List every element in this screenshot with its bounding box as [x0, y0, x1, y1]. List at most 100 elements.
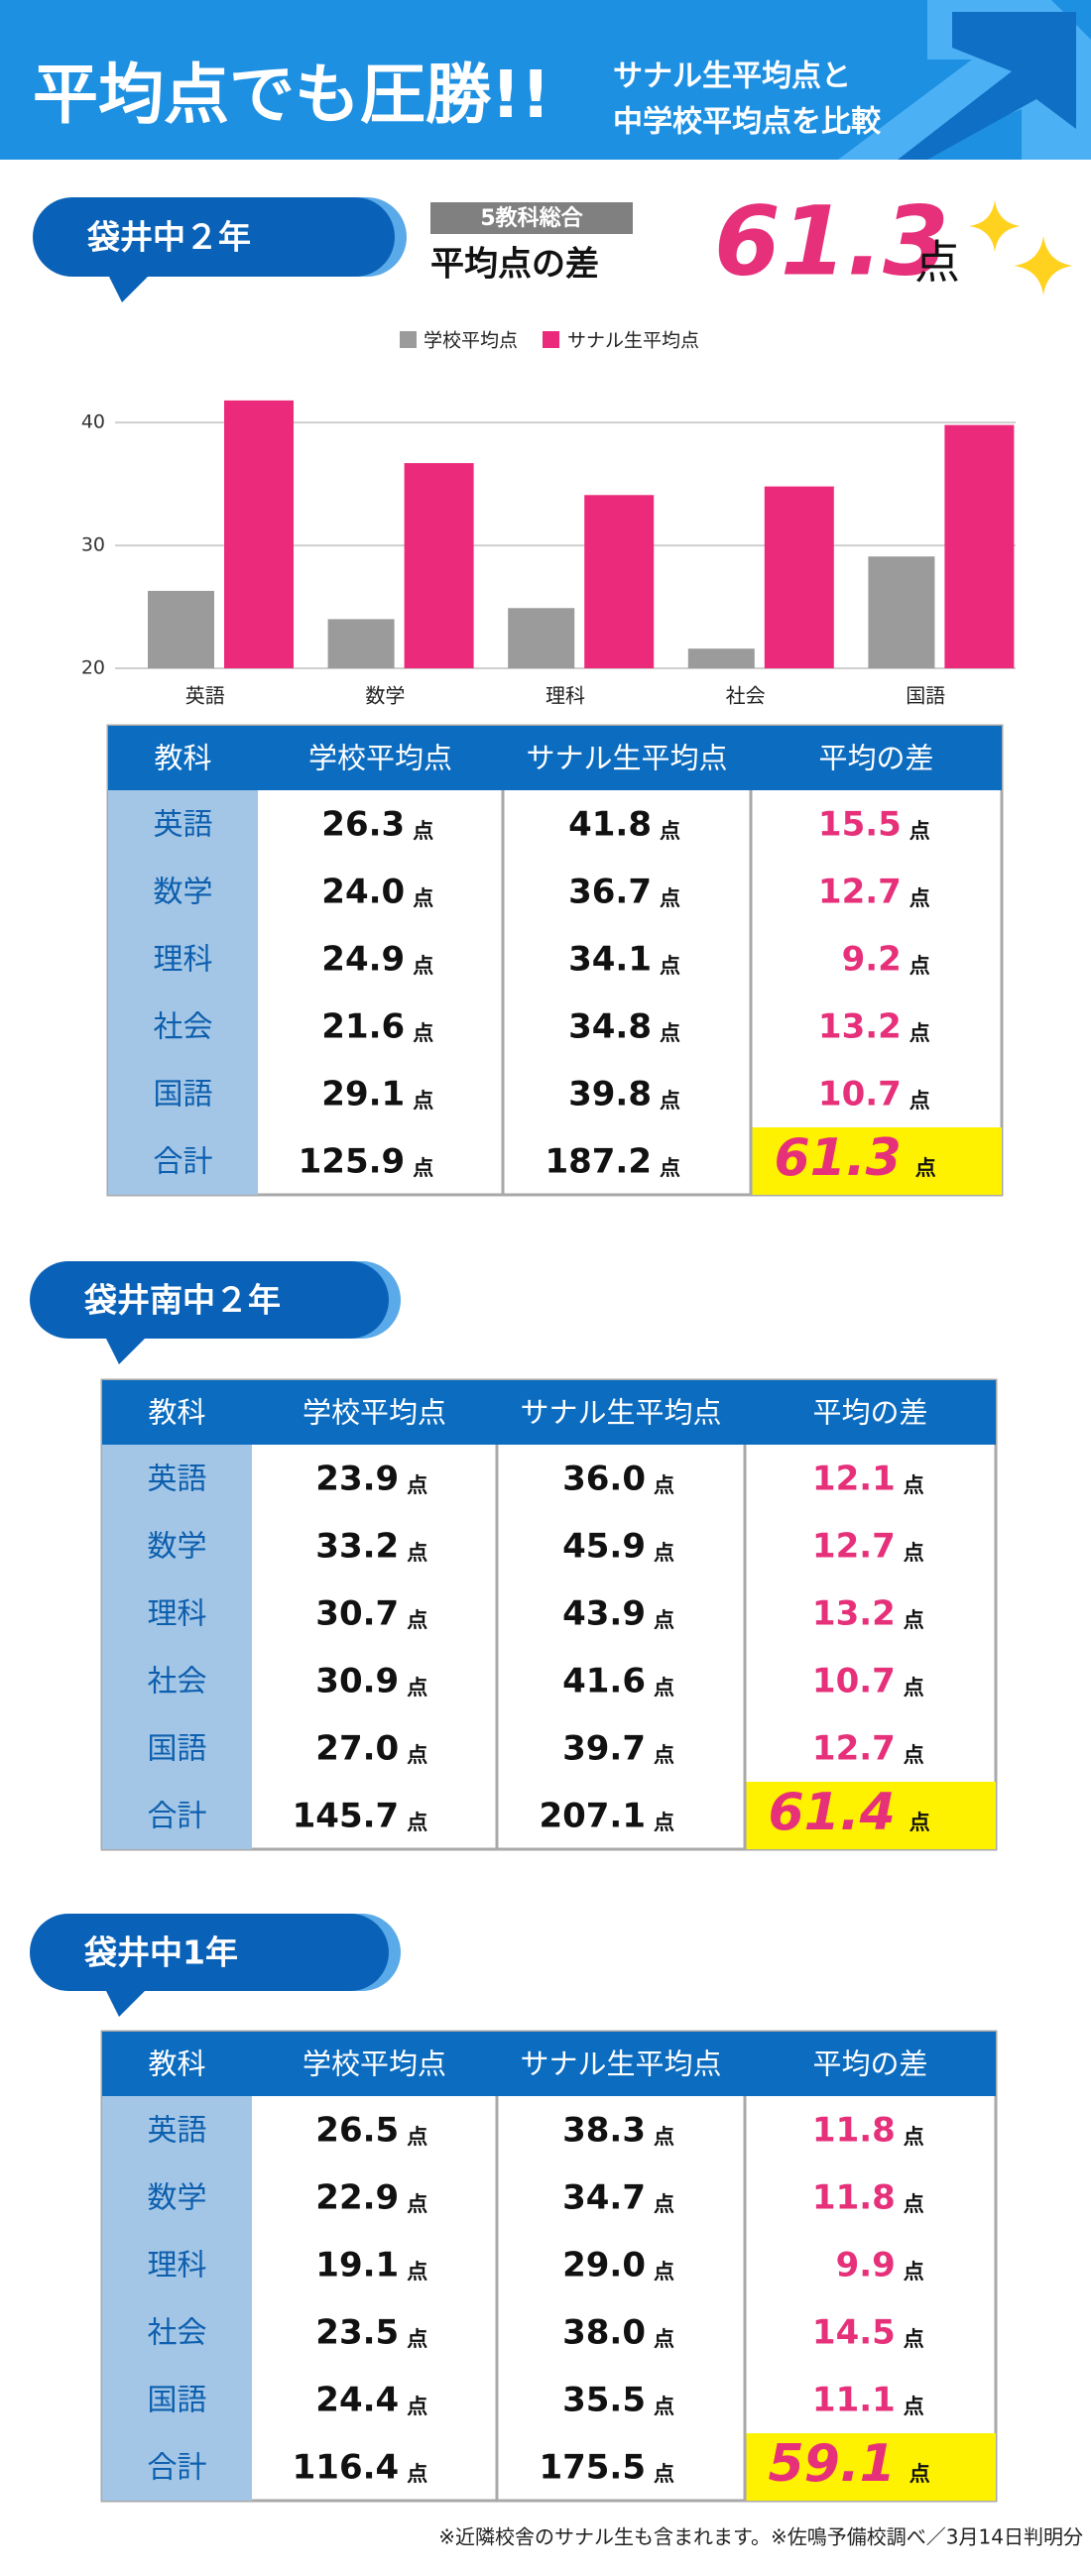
unit-label: 点	[904, 1676, 924, 1699]
header-arrow-front	[898, 12, 1076, 160]
value-cell: 35.5	[562, 2381, 646, 2420]
value-cell: 30.9	[315, 1662, 399, 1701]
subject-cell: 英語	[148, 2114, 207, 2149]
value-cell: 207.1	[539, 1797, 646, 1836]
bar	[148, 590, 214, 668]
value-cell: 12.1	[812, 1460, 896, 1499]
bar	[584, 495, 655, 668]
value-cell: 145.7	[293, 1797, 400, 1836]
y-tick-label: 40	[81, 411, 105, 433]
column-header: サナル生平均点	[520, 1396, 721, 1430]
unit-label: 点	[660, 819, 680, 843]
footnote: ※近隣校舎のサナル生も含まれます。※佐鳴予備校調べ／3月14日判明分	[438, 2525, 1083, 2549]
sparkle	[969, 200, 1021, 252]
value-cell: 34.7	[562, 2178, 646, 2218]
bar	[327, 619, 395, 668]
column-header: サナル生平均点	[526, 742, 727, 775]
value-cell: 19.1	[315, 2246, 399, 2285]
value-cell: 23.9	[315, 1460, 399, 1499]
value-cell: 187.2	[545, 1142, 652, 1182]
badge-label: 袋井中1年	[83, 1933, 238, 1972]
x-tick-label: 国語	[906, 684, 945, 708]
unit-label: 点	[413, 819, 433, 843]
value-cell: 11.8	[812, 2178, 896, 2218]
value-cell: 12.7	[812, 1527, 896, 1567]
column-header: 平均の差	[812, 2048, 927, 2081]
badge-tail	[104, 1987, 149, 2017]
unit-label: 点	[904, 2327, 924, 2351]
unit-label: 点	[407, 1541, 427, 1565]
value-cell: 13.2	[818, 1007, 902, 1047]
subject-cell: 理科	[148, 2249, 207, 2283]
summary-value: 61.3	[714, 185, 949, 296]
x-tick-label: 数学	[365, 684, 405, 708]
subject-cell: 数学	[154, 876, 213, 910]
unit-label: 点	[654, 2125, 674, 2149]
unit-label: 点	[407, 2395, 427, 2418]
subject-cell: 国語	[148, 1732, 207, 1767]
column-header: 教科	[154, 742, 211, 775]
subject-column	[102, 2096, 252, 2501]
subject-cell: 国語	[148, 2384, 207, 2418]
column-header: 学校平均点	[303, 1396, 446, 1430]
unit-label: 点	[654, 1473, 674, 1497]
unit-label: 点	[407, 2327, 427, 2351]
value-cell: 26.3	[321, 805, 405, 845]
unit-label: 点	[654, 2192, 674, 2216]
unit-label: 点	[413, 954, 433, 978]
unit-label: 点	[654, 1811, 674, 1834]
value-cell: 9.9	[836, 2246, 896, 2285]
bar	[404, 463, 474, 668]
total-highlight	[745, 2433, 996, 2501]
legend-label: サナル生平均点	[567, 330, 699, 352]
unit-label: 点	[407, 1743, 427, 1767]
subject-cell: 合計	[148, 2451, 207, 2486]
unit-label: 点	[407, 1473, 427, 1497]
unit-label: 点	[413, 1156, 433, 1180]
x-tick-label: 社会	[726, 684, 766, 708]
unit-label: 点	[904, 2125, 924, 2149]
badge-tail	[107, 273, 152, 302]
badge-tail	[104, 1335, 149, 1364]
table-header	[102, 2032, 996, 2096]
value-cell: 22.9	[315, 2178, 399, 2218]
unit-label: 点	[660, 886, 680, 910]
unit-label: 点	[407, 2192, 427, 2216]
unit-label: 点	[654, 1608, 674, 1632]
unit-label: 点	[660, 1021, 680, 1045]
badge	[33, 197, 395, 277]
value-cell: 24.9	[321, 940, 405, 980]
value-cell: 29.0	[562, 2246, 646, 2285]
value-cell: 41.8	[568, 805, 652, 845]
value-cell: 33.2	[315, 1527, 399, 1567]
unit-label: 点	[654, 1541, 674, 1565]
value-cell: 24.4	[315, 2381, 399, 2420]
unit-label: 点	[660, 954, 680, 978]
unit-label: 点	[904, 2260, 924, 2283]
unit-label: 点	[413, 1021, 433, 1045]
unit-label: 点	[909, 886, 930, 910]
summary-label-box	[430, 202, 633, 234]
value-cell: 14.5	[812, 2313, 896, 2353]
value-cell: 12.7	[812, 1729, 896, 1769]
value-cell: 10.7	[812, 1662, 896, 1701]
badge-label: 袋井南中２年	[83, 1281, 281, 1320]
header-subtitle: サナル生平均点と	[613, 59, 851, 94]
value-cell: 10.7	[818, 1075, 902, 1114]
unit-label: 点	[915, 1156, 936, 1180]
value-cell: 125.9	[299, 1142, 406, 1182]
bar	[944, 424, 1015, 668]
subject-cell: 英語	[154, 808, 213, 843]
header-title: 平均点でも圧勝!!	[33, 57, 550, 133]
column-header: 学校平均点	[308, 742, 452, 775]
unit-label: 点	[660, 1089, 680, 1112]
legend-swatch	[543, 331, 559, 348]
subject-cell: 国語	[154, 1078, 213, 1112]
bar	[687, 648, 755, 668]
value-cell: 43.9	[562, 1594, 646, 1634]
table-header	[108, 726, 1002, 790]
bar	[764, 486, 834, 668]
unit-label: 点	[407, 1608, 427, 1632]
